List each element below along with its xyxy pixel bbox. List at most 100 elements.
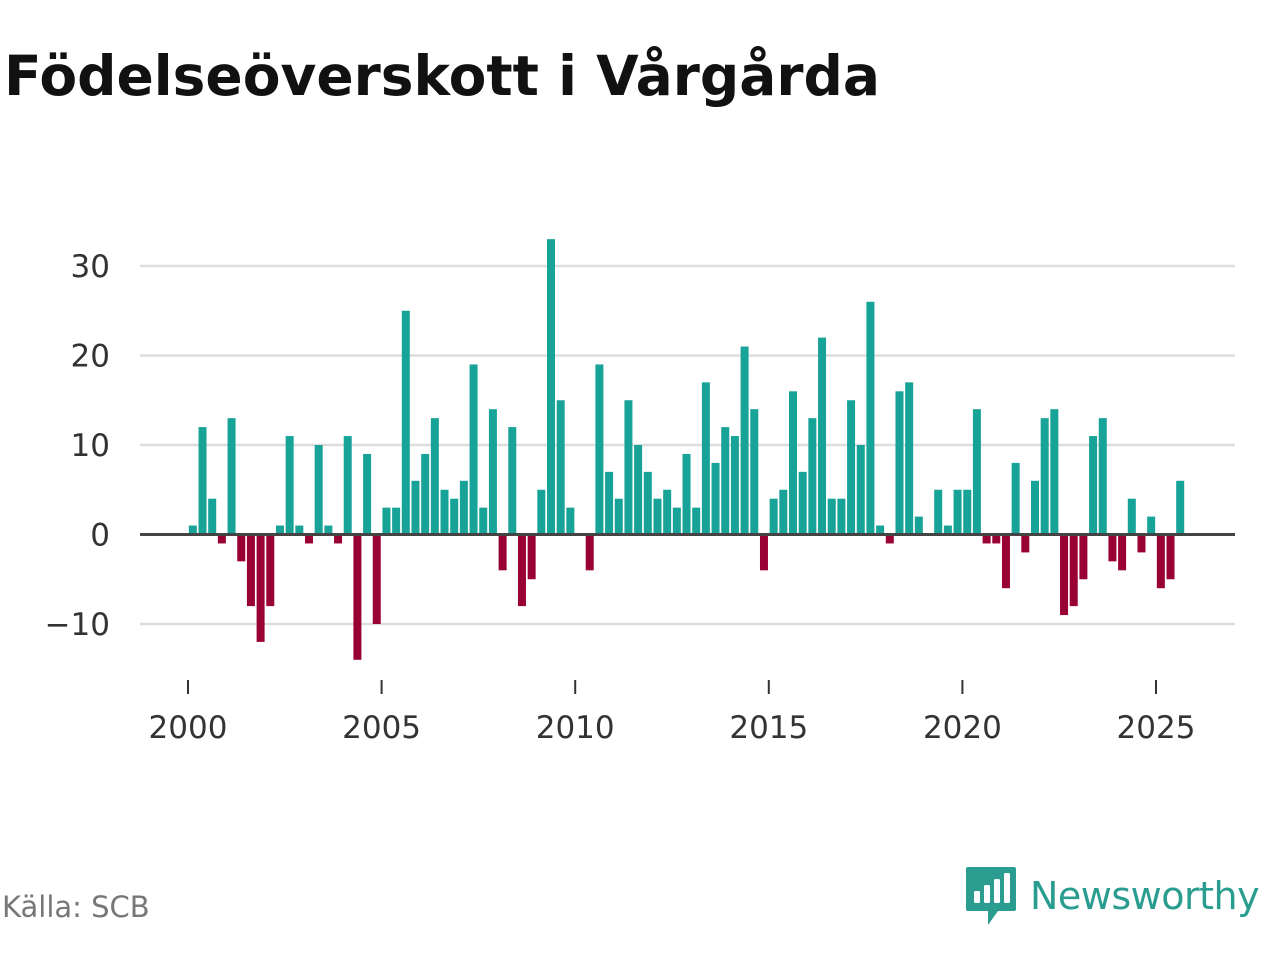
- bar: [847, 400, 856, 535]
- bar: [856, 445, 865, 535]
- bar: [275, 525, 284, 535]
- bar: [527, 534, 536, 580]
- bar: [556, 400, 565, 535]
- y-axis: 30 20 10 0 −10: [45, 249, 110, 643]
- x-tick-label: 2005: [342, 710, 421, 746]
- bar: [401, 310, 410, 535]
- bar: [721, 427, 730, 535]
- bar: [256, 534, 265, 642]
- bar: [1098, 418, 1107, 535]
- page-title: Födelseöverskott i Vårgårda: [4, 44, 880, 108]
- y-tick-label: 20: [71, 339, 110, 375]
- bar: [1176, 480, 1185, 535]
- bar: [217, 534, 226, 544]
- bar: [324, 525, 333, 535]
- bar: [779, 489, 788, 535]
- bar: [208, 498, 217, 535]
- bar: [392, 507, 401, 535]
- bar: [827, 498, 836, 535]
- bar: [411, 480, 420, 535]
- bar: [450, 498, 459, 535]
- bar: [1031, 480, 1039, 535]
- bar: [469, 364, 478, 535]
- bar: [459, 480, 468, 535]
- bar: [382, 507, 391, 535]
- bar: [343, 436, 352, 535]
- bar: [682, 453, 691, 535]
- y-tick-label: 0: [90, 518, 110, 554]
- bar: [1156, 534, 1165, 589]
- x-tick-label: 2025: [1117, 710, 1196, 746]
- bar: [934, 489, 943, 535]
- bar: [198, 427, 207, 535]
- bar: [488, 409, 497, 535]
- y-tick-label: 30: [71, 249, 110, 285]
- bar: [730, 436, 739, 535]
- bar: [818, 337, 827, 535]
- bar: [769, 498, 778, 535]
- bar: [895, 391, 904, 535]
- bar: [305, 534, 313, 544]
- x-tick-label: 2020: [923, 710, 1002, 746]
- bar: [1021, 534, 1030, 553]
- bar: [653, 498, 662, 535]
- brand-logo: Newsworthy: [964, 864, 1260, 928]
- bar: [595, 364, 604, 535]
- bar: [740, 346, 749, 535]
- bar: [972, 409, 981, 535]
- bar: [914, 516, 923, 535]
- bar: [982, 534, 991, 544]
- x-tick-label: 2015: [729, 710, 808, 746]
- bar: [430, 418, 439, 535]
- bar: [624, 400, 633, 535]
- x-tick-label: 2000: [149, 710, 228, 746]
- bar: [1050, 409, 1059, 535]
- bar: [643, 471, 652, 535]
- bar: [1060, 534, 1069, 616]
- x-tick-label: 2010: [536, 710, 615, 746]
- bar: [1166, 534, 1175, 580]
- bar: [759, 534, 768, 571]
- bar: [314, 445, 323, 535]
- bar: [508, 427, 517, 535]
- bar: [227, 418, 236, 535]
- bar: [285, 436, 294, 535]
- bar: [614, 498, 623, 535]
- bar: [866, 301, 875, 535]
- bar: [517, 534, 526, 607]
- bar: [905, 382, 914, 535]
- bar: [498, 534, 507, 571]
- bar: [634, 445, 643, 535]
- bar: [479, 507, 488, 535]
- bar: [188, 525, 197, 535]
- bar: [585, 534, 594, 571]
- x-axis: 2000 2005 2010 2015 2020 2025: [149, 680, 1196, 746]
- bar: [963, 489, 972, 535]
- bar: [692, 507, 701, 535]
- bar: [1118, 534, 1127, 571]
- bar: [1040, 418, 1049, 535]
- bar: [943, 525, 952, 535]
- bar: [421, 453, 430, 535]
- bar: [1001, 534, 1010, 589]
- bar: [798, 471, 807, 535]
- bar: [440, 489, 449, 535]
- bar: [808, 418, 817, 535]
- bar: [353, 534, 362, 660]
- bar: [246, 534, 255, 607]
- bar: [566, 507, 575, 535]
- bars: [188, 239, 1185, 660]
- bar: [372, 534, 381, 624]
- bar: [237, 534, 246, 562]
- bar: [701, 382, 710, 535]
- y-tick-label: −10: [45, 607, 110, 643]
- bar: [750, 409, 759, 535]
- brand-name: Newsworthy: [1030, 874, 1260, 918]
- bar: [547, 239, 555, 535]
- bar: [1108, 534, 1117, 562]
- bar: [1011, 462, 1020, 535]
- bar: [876, 525, 885, 535]
- bar: [711, 462, 720, 535]
- bar: [885, 534, 894, 544]
